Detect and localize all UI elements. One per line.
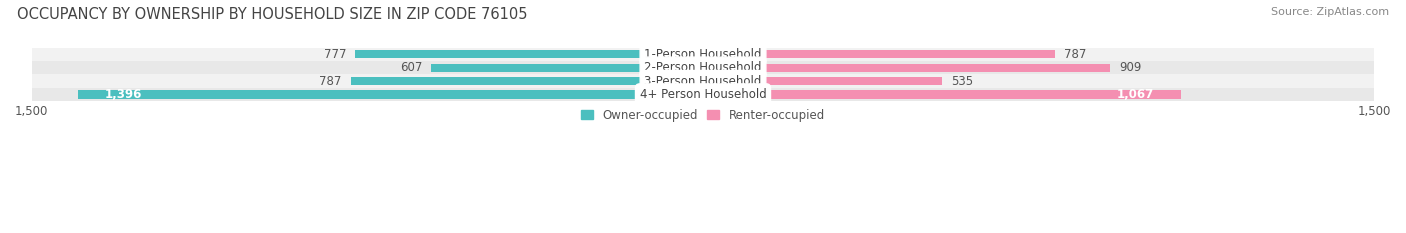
- Bar: [703, 64, 1109, 72]
- Text: 1,396: 1,396: [105, 88, 142, 101]
- Bar: [703, 90, 1181, 99]
- Bar: [32, 74, 1374, 88]
- Text: Source: ZipAtlas.com: Source: ZipAtlas.com: [1271, 7, 1389, 17]
- Legend: Owner-occupied, Renter-occupied: Owner-occupied, Renter-occupied: [576, 104, 830, 126]
- Bar: [32, 88, 1374, 101]
- Text: 3-Person Household: 3-Person Household: [644, 75, 762, 88]
- Text: 4+ Person Household: 4+ Person Household: [640, 88, 766, 101]
- Text: 1-Person Household: 1-Person Household: [644, 48, 762, 61]
- Text: 2-Person Household: 2-Person Household: [644, 61, 762, 74]
- Bar: [432, 64, 703, 72]
- Text: 787: 787: [319, 75, 342, 88]
- Text: 607: 607: [401, 61, 422, 74]
- Bar: [32, 61, 1374, 74]
- Bar: [356, 50, 703, 58]
- Text: 909: 909: [1119, 61, 1142, 74]
- Bar: [79, 90, 703, 99]
- Text: 1,067: 1,067: [1116, 88, 1154, 101]
- Text: 777: 777: [323, 48, 346, 61]
- Bar: [350, 77, 703, 85]
- Bar: [703, 50, 1056, 58]
- Text: 535: 535: [952, 75, 973, 88]
- Text: 787: 787: [1064, 48, 1087, 61]
- Bar: [32, 48, 1374, 61]
- Bar: [703, 77, 942, 85]
- Text: OCCUPANCY BY OWNERSHIP BY HOUSEHOLD SIZE IN ZIP CODE 76105: OCCUPANCY BY OWNERSHIP BY HOUSEHOLD SIZE…: [17, 7, 527, 22]
